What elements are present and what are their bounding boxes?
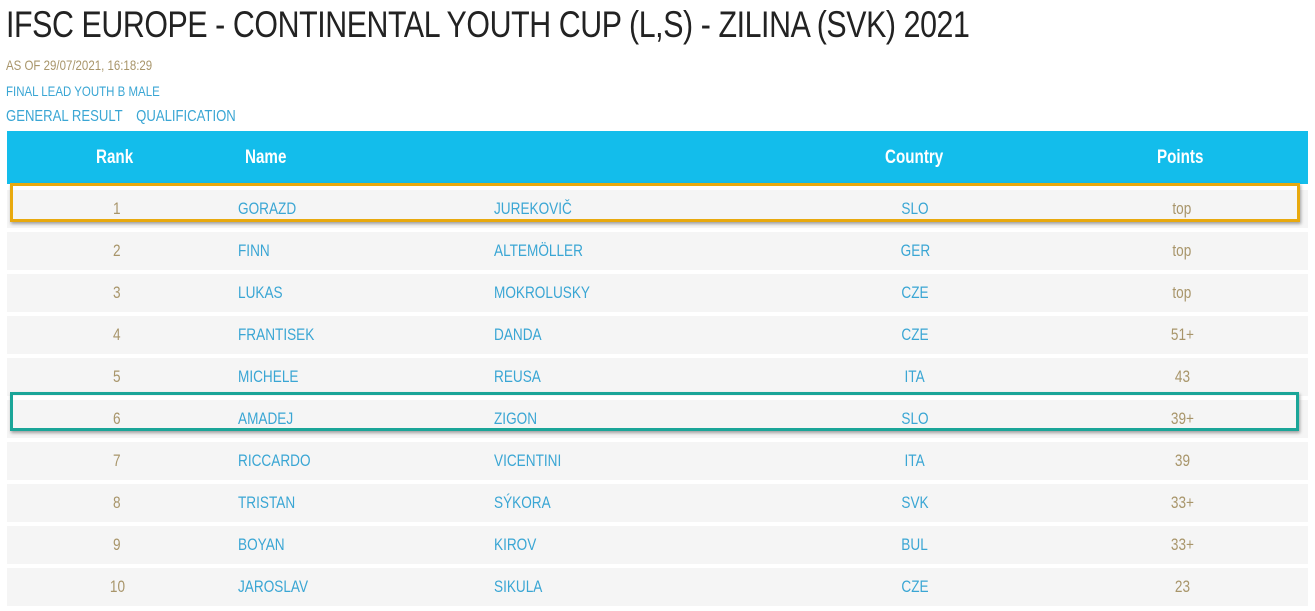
points-cell: 43: [1174, 367, 1190, 386]
points-cell: 39: [1174, 451, 1190, 470]
rank-cell: 1: [113, 199, 121, 218]
column-header-name[interactable]: Name: [245, 147, 287, 168]
first-name-link[interactable]: GORAZD: [238, 199, 297, 218]
first-name-link[interactable]: LUKAS: [238, 283, 283, 302]
table-row[interactable]: 9 BOYAN KIROV BUL 33+: [7, 526, 1308, 564]
rank-cell: 5: [113, 367, 121, 386]
result-subnav: GENERAL RESULT QUALIFICATION: [6, 108, 246, 126]
country-cell: CZE: [901, 283, 929, 302]
last-name-link[interactable]: SIKULA: [494, 577, 543, 596]
last-name-link[interactable]: VICENTINI: [494, 451, 562, 470]
last-name-link[interactable]: REUSA: [494, 367, 541, 386]
points-cell: top: [1172, 241, 1192, 260]
points-cell: 39+: [1170, 409, 1194, 428]
last-name-link[interactable]: ALTEMÖLLER: [494, 241, 583, 260]
points-cell: 51+: [1170, 325, 1194, 344]
table-row[interactable]: 3 LUKAS MOKROLUSKY CZE top: [7, 274, 1308, 312]
country-cell: SVK: [901, 493, 929, 512]
country-cell: GER: [900, 241, 930, 260]
table-row[interactable]: 10 JAROSLAV SIKULA CZE 23: [7, 568, 1308, 606]
first-name-link[interactable]: TRISTAN: [238, 493, 296, 512]
country-cell: ITA: [904, 451, 926, 470]
points-cell: 33+: [1170, 493, 1194, 512]
last-name-link[interactable]: ZIGON: [494, 409, 538, 428]
table-row[interactable]: 6 AMADEJ ZIGON SLO 39+: [7, 400, 1308, 438]
rank-cell: 2: [113, 241, 121, 260]
table-row[interactable]: 8 TRISTAN SÝKORA SVK 33+: [7, 484, 1308, 522]
first-name-link[interactable]: RICCARDO: [238, 451, 311, 470]
first-name-link[interactable]: MICHELE: [238, 367, 299, 386]
table-row[interactable]: 5 MICHELE REUSA ITA 43: [7, 358, 1308, 396]
country-cell: SLO: [901, 199, 929, 218]
table-row[interactable]: 4 FRANTISEK DANDA CZE 51+: [7, 316, 1308, 354]
country-cell: BUL: [901, 535, 929, 554]
last-name-link[interactable]: MOKROLUSKY: [494, 283, 590, 302]
first-name-link[interactable]: BOYAN: [238, 535, 285, 554]
points-cell: 23: [1174, 577, 1190, 596]
last-name-link[interactable]: DANDA: [494, 325, 542, 344]
event-label[interactable]: FINAL LEAD YOUTH B MALE: [6, 83, 160, 99]
table-header: Rank Name Country Points: [7, 131, 1308, 184]
rank-cell: 3: [113, 283, 121, 302]
results-table: Rank Name Country Points 1 GORAZD JUREKO…: [7, 131, 1308, 606]
last-name-link[interactable]: KIROV: [494, 535, 537, 554]
points-cell: 33+: [1170, 535, 1194, 554]
rank-cell: 10: [109, 577, 125, 596]
column-header-rank[interactable]: Rank: [96, 147, 134, 168]
country-cell: CZE: [901, 577, 929, 596]
last-name-link[interactable]: JUREKOVIČ: [494, 199, 572, 218]
country-cell: CZE: [901, 325, 929, 344]
column-header-points[interactable]: Points: [1157, 147, 1204, 168]
rank-cell: 8: [113, 493, 121, 512]
table-row[interactable]: 7 RICCARDO VICENTINI ITA 39: [7, 442, 1308, 480]
qualification-link[interactable]: QUALIFICATION: [136, 108, 236, 125]
table-row[interactable]: 2 FINN ALTEMÖLLER GER top: [7, 232, 1308, 270]
country-cell: SLO: [901, 409, 929, 428]
rank-cell: 6: [113, 409, 121, 428]
as-of-timestamp: AS OF 29/07/2021, 16:18:29: [6, 57, 153, 73]
first-name-link[interactable]: FRANTISEK: [238, 325, 315, 344]
points-cell: top: [1172, 199, 1192, 218]
general-result-link[interactable]: GENERAL RESULT: [6, 108, 123, 125]
points-cell: top: [1172, 283, 1192, 302]
country-cell: ITA: [904, 367, 926, 386]
last-name-link[interactable]: SÝKORA: [494, 493, 551, 512]
table-row[interactable]: 1 GORAZD JUREKOVIČ SLO top: [7, 190, 1308, 228]
first-name-link[interactable]: JAROSLAV: [238, 577, 309, 596]
first-name-link[interactable]: AMADEJ: [238, 409, 294, 428]
rank-cell: 7: [113, 451, 121, 470]
rank-cell: 9: [113, 535, 121, 554]
first-name-link[interactable]: FINN: [238, 241, 270, 260]
page-title: IFSC EUROPE - CONTINENTAL YOUTH CUP (L,S…: [6, 4, 970, 45]
column-header-country[interactable]: Country: [885, 147, 944, 168]
rank-cell: 4: [113, 325, 121, 344]
